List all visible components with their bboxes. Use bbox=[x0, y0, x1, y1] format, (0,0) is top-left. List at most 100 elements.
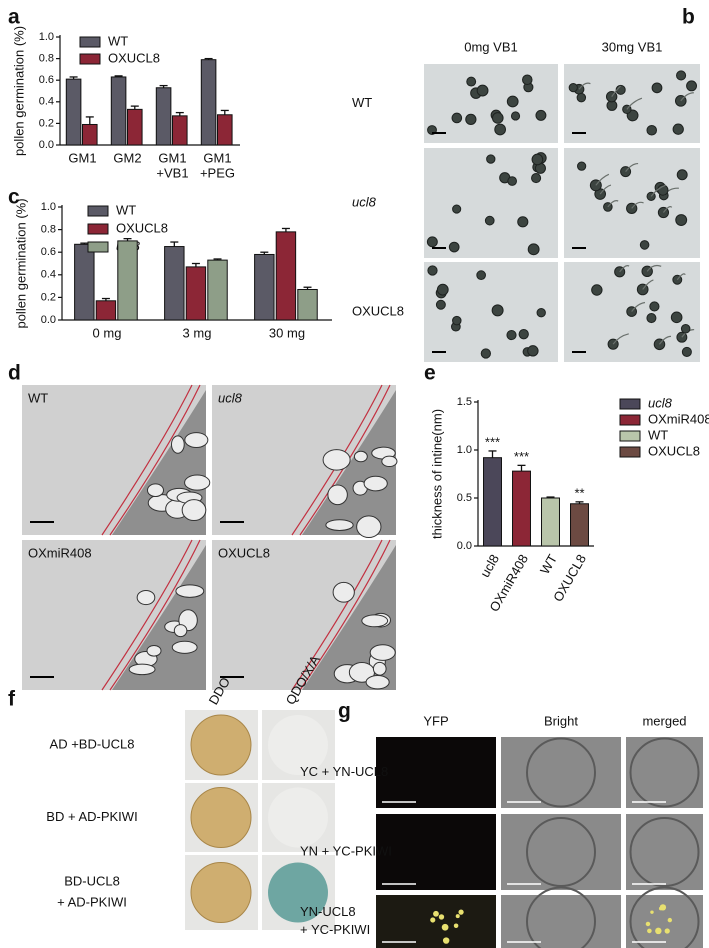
pollen bbox=[466, 76, 477, 87]
image-panel bbox=[376, 814, 496, 890]
panel-letter: f bbox=[8, 688, 16, 711]
fluorescence bbox=[433, 910, 439, 917]
panel-letter: d bbox=[8, 362, 21, 385]
starch-granule bbox=[361, 614, 389, 628]
legend-label: OXmiR408 bbox=[648, 411, 709, 426]
x-tick-label: 0 mg bbox=[93, 325, 122, 340]
yeast-spot bbox=[268, 715, 328, 775]
legend-swatch bbox=[87, 205, 109, 217]
y-tick-label: 1.0 bbox=[39, 31, 54, 43]
x-tick-label: GM1 bbox=[68, 150, 96, 165]
pollen bbox=[426, 236, 438, 248]
pollen-tube bbox=[650, 184, 666, 197]
bar bbox=[117, 240, 138, 321]
pollen-tube bbox=[646, 264, 662, 272]
cell-outline bbox=[629, 886, 700, 948]
starch-granule bbox=[365, 674, 390, 690]
y-tick-label: 0.0 bbox=[457, 540, 472, 552]
pollen-tube bbox=[611, 85, 621, 98]
bar bbox=[207, 259, 228, 321]
y-tick-label: 1.0 bbox=[41, 201, 56, 213]
row-label: + AD-PKIWI bbox=[57, 894, 127, 909]
starch-granule bbox=[146, 644, 162, 657]
image-panel bbox=[626, 814, 703, 890]
pollen-tube bbox=[642, 279, 654, 290]
image-panel bbox=[376, 737, 496, 808]
pollen bbox=[494, 123, 506, 136]
legend-label: WT bbox=[116, 202, 136, 217]
pollen bbox=[676, 70, 687, 81]
bar bbox=[95, 300, 117, 321]
intine-outline bbox=[299, 539, 391, 691]
pollen bbox=[436, 283, 449, 296]
fluorescence bbox=[453, 923, 459, 929]
pollen-tube bbox=[662, 206, 673, 213]
pollen bbox=[527, 345, 539, 357]
significance: *** bbox=[485, 434, 500, 449]
pollen bbox=[681, 346, 692, 357]
bar bbox=[82, 123, 98, 146]
y-tick-label: 0.8 bbox=[41, 224, 56, 236]
pollen bbox=[518, 329, 529, 340]
bar bbox=[155, 87, 172, 146]
pollen bbox=[448, 241, 460, 253]
row-label: WT bbox=[352, 95, 372, 110]
fluorescence bbox=[441, 923, 449, 931]
y-tick-label: 0.2 bbox=[39, 117, 54, 129]
y-tick-label: 0.8 bbox=[39, 53, 54, 65]
yeast-spot bbox=[190, 787, 252, 848]
pollen bbox=[686, 80, 697, 92]
starch-granule bbox=[181, 499, 207, 522]
pollen bbox=[476, 270, 486, 280]
pollen bbox=[536, 308, 546, 318]
pollen bbox=[452, 315, 462, 326]
pollen bbox=[531, 153, 544, 166]
legend-label: OXUCL8 bbox=[116, 220, 168, 235]
x-tick-label: ucl8 bbox=[477, 552, 502, 580]
row-label: + YC-PKIWI bbox=[300, 922, 370, 937]
y-tick-label: 0.0 bbox=[41, 314, 56, 326]
pollen-tube bbox=[625, 162, 639, 172]
y-tick-label: 1.0 bbox=[457, 444, 472, 456]
column-header: 0mg VB1 bbox=[464, 39, 517, 54]
y-tick-label: 0.5 bbox=[457, 492, 472, 504]
column-header: YFP bbox=[423, 713, 448, 728]
panel-letter: b bbox=[682, 6, 695, 29]
column-header: Bright bbox=[544, 713, 578, 728]
image-panel bbox=[501, 814, 621, 890]
fluorescence bbox=[430, 917, 436, 923]
x-tick-label: 3 mg bbox=[183, 325, 212, 340]
image-panel bbox=[376, 895, 496, 948]
bar bbox=[110, 76, 127, 146]
y-tick-label: 1.5 bbox=[457, 396, 472, 408]
pollen-tube bbox=[680, 92, 694, 102]
starch-granule bbox=[372, 661, 387, 676]
y-axis-title: pollen germination (%) bbox=[11, 26, 26, 156]
pollen bbox=[517, 216, 529, 228]
pollen bbox=[646, 313, 657, 324]
row-label: YN-UCL8 bbox=[300, 904, 356, 919]
decor bbox=[22, 64, 703, 948]
pollen bbox=[491, 112, 504, 124]
pollen-tube bbox=[619, 265, 630, 273]
pollen bbox=[491, 304, 504, 317]
pollen bbox=[510, 111, 521, 121]
pollen bbox=[486, 154, 496, 164]
pollen bbox=[451, 112, 463, 124]
panel-letter: e bbox=[424, 362, 436, 385]
fluorescence bbox=[645, 921, 651, 927]
pollen bbox=[531, 173, 542, 184]
starch-granule bbox=[170, 435, 185, 454]
starch-granule bbox=[128, 663, 156, 676]
y-tick-label: 0.2 bbox=[41, 291, 56, 303]
bar bbox=[164, 246, 185, 321]
y-tick-label: 0.4 bbox=[39, 96, 54, 108]
bar bbox=[127, 108, 143, 146]
pollen-tube bbox=[595, 173, 610, 186]
legend-swatch bbox=[619, 414, 641, 426]
pollen bbox=[639, 240, 650, 250]
legend-swatch bbox=[619, 430, 641, 442]
pollen bbox=[506, 329, 517, 341]
starch-granule bbox=[184, 474, 211, 491]
y-axis-title: thickness of intine(nm) bbox=[429, 409, 444, 539]
